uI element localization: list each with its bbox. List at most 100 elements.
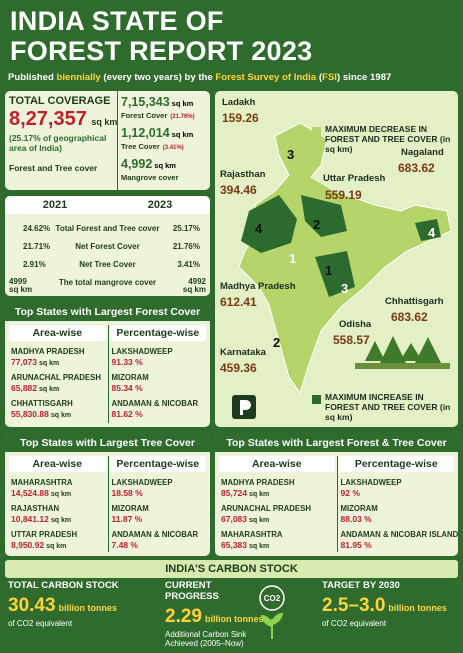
year: 2023 [147, 199, 173, 211]
state-rank: 3 [287, 147, 295, 162]
coverage-note: (25.17% of geographical area of India) [9, 133, 107, 153]
new-value: 4992 sq km [182, 277, 206, 294]
carbon-card: TOTAL CARBON STOCK 30.43 billion tonnes of … [8, 580, 153, 646]
metric-label: The total mangrove cover [58, 278, 157, 287]
area-unit: sq km [50, 517, 72, 524]
stat-pct: (21.76%) [170, 114, 195, 120]
stat-unit: sq km [171, 99, 194, 108]
coverage-value-row: 8,27,357 sq km [9, 108, 117, 131]
coverage-value: 8,27,357 [9, 108, 87, 130]
years-band [5, 196, 210, 214]
column-header: Percentage-wise [338, 456, 454, 472]
stat-value-row: 7,15,343 sq km [121, 93, 209, 111]
old-value: 4999 sq km [9, 277, 33, 294]
divider [107, 325, 109, 423]
divider [336, 456, 338, 552]
subtitle-part: Published [8, 72, 57, 83]
area-value-row: 14,524.88 sq km [11, 488, 104, 500]
percentage-cell: MIZORAM 11.87 % [112, 504, 205, 524]
percentage-value: 92 % [340, 488, 360, 498]
card-note: of CO2 equivalent [322, 619, 387, 628]
percentage-cell: MIZORAM 88.03 % [341, 504, 453, 524]
state-name: Ladakh [222, 97, 256, 108]
subtitle-part: Forest Survey of India [215, 72, 317, 83]
stat-unit: sq km [154, 161, 176, 170]
area-value: 85,724 [221, 488, 247, 498]
area-cell: CHHATTISGARH 55,830.88 sq km [11, 399, 104, 421]
state-name: CHHATTISGARH [11, 399, 73, 408]
area-cell: MADHYA PRADESH 85,724 sq km [221, 478, 333, 500]
stat: 4,992 sq km Mangrove cover [121, 155, 209, 182]
card-value-row: 2.29 billion tonnes [165, 606, 263, 628]
area-unit: sq km [249, 517, 270, 524]
state-name: MADHYA PRADESH [11, 347, 85, 356]
state-name: LAKSHADWEEP [111, 478, 173, 487]
percentage-value: 11.87 % [111, 514, 143, 524]
state-name: Madhya Pradesh [220, 281, 296, 292]
state-rank: 1 [289, 251, 297, 266]
increase-region [241, 195, 297, 253]
new-value: 25.17% [172, 224, 200, 233]
percentage-value: 88.03 % [340, 514, 372, 524]
column-header: Area-wise [9, 325, 106, 341]
area-value-row: 67,083 sq km [221, 514, 333, 526]
state-name: ANDAMAN & NICOBAR ISLAND [340, 530, 459, 539]
stat-label-row: Tree Cover (3.41%) [121, 142, 209, 151]
area-value: 14,524.88 [11, 488, 49, 498]
percentage-value: 81.95 % [340, 540, 372, 550]
state-rank: 2 [273, 335, 281, 350]
percentage-cell: ANDAMAN & NICOBAR 81.62 % [112, 399, 205, 419]
area-value-row: 77,073 sq km [11, 357, 104, 369]
title-line: INDIA STATE OF [10, 6, 224, 36]
year: 2021 [42, 199, 68, 211]
card-label: CURRENT PROGRESS [165, 580, 219, 602]
state-rank: 2 [313, 217, 321, 232]
card-value: 2.5–3.0 [322, 595, 386, 616]
tree [365, 341, 385, 361]
area-cell: ARUNACHAL PRADESH 65,882 sq km [11, 373, 104, 395]
tree [400, 343, 422, 361]
card-unit: billion tonnes [58, 603, 118, 613]
state-name: RAJASTHAN [11, 504, 60, 513]
area-cell: RAJASTHAN 10,841.12 sq km [11, 504, 104, 526]
state-name: MIZORAM [111, 504, 149, 513]
subtitle: Published biennially (every two years) b… [8, 72, 391, 83]
percentage-cell: LAKSHADWEEP 18.58 % [112, 478, 205, 498]
area-value-row: 55,830.88 sq km [11, 409, 104, 421]
state-name: LAKSHADWEEP [111, 347, 173, 356]
card-unit: billion tonnes [388, 603, 447, 613]
state-name: Rajasthan [220, 169, 266, 180]
increase-region [415, 219, 441, 241]
legend-swatch-increase [312, 395, 321, 404]
carbon-card: TARGET BY 2030 2.5–3.0 billion tonnes of CO… [322, 580, 457, 646]
coverage-unit: sq km [91, 117, 118, 127]
stat-label-row: Forest Cover (21.76%) [121, 111, 209, 120]
card-label: TARGET BY 2030 [322, 580, 400, 591]
area-value-row: 10,841.12 sq km [11, 514, 104, 526]
area-value: 8,950.92 [11, 540, 45, 550]
old-value: 21.71% [23, 242, 51, 251]
table-title: Top States with Largest Forest Cover [5, 303, 210, 321]
percentage-cell: MIZORAM 85.34 % [112, 373, 205, 393]
card-value-row: 30.43 billion tonnes [8, 595, 153, 617]
area-unit: sq km [50, 412, 72, 419]
card-label: TOTAL CARBON STOCK [8, 580, 119, 591]
stat-value: 7,15,343 [121, 95, 170, 109]
forest-cover-table: Top States with Largest Forest Cover Area… [5, 303, 210, 427]
state-change: 683.62 [391, 310, 428, 324]
column-header: Area-wise [219, 456, 335, 472]
metric-label: Net Tree Cover [79, 260, 136, 269]
area-cell: MAHARASHTRA 65,383 sq km [221, 530, 333, 552]
percentage-cell: ANDAMAN & NICOBAR ISLAND 81.95 % [340, 530, 459, 550]
tree [380, 336, 406, 363]
state-name: Chhattisgarh [385, 296, 444, 307]
card-value: 2.29 [165, 606, 202, 627]
state-rank: 4 [255, 221, 263, 236]
subtitle-part: (every two years) by the [100, 72, 216, 83]
state-change: 459.36 [220, 361, 257, 375]
state-name: ANDAMAN & NICOBAR [111, 530, 199, 539]
area-unit: sq km [39, 386, 60, 393]
state-rank: 1 [325, 263, 333, 278]
state-rank: 4 [428, 225, 436, 240]
table-title: Top States with Largest Tree Cover [5, 434, 210, 452]
